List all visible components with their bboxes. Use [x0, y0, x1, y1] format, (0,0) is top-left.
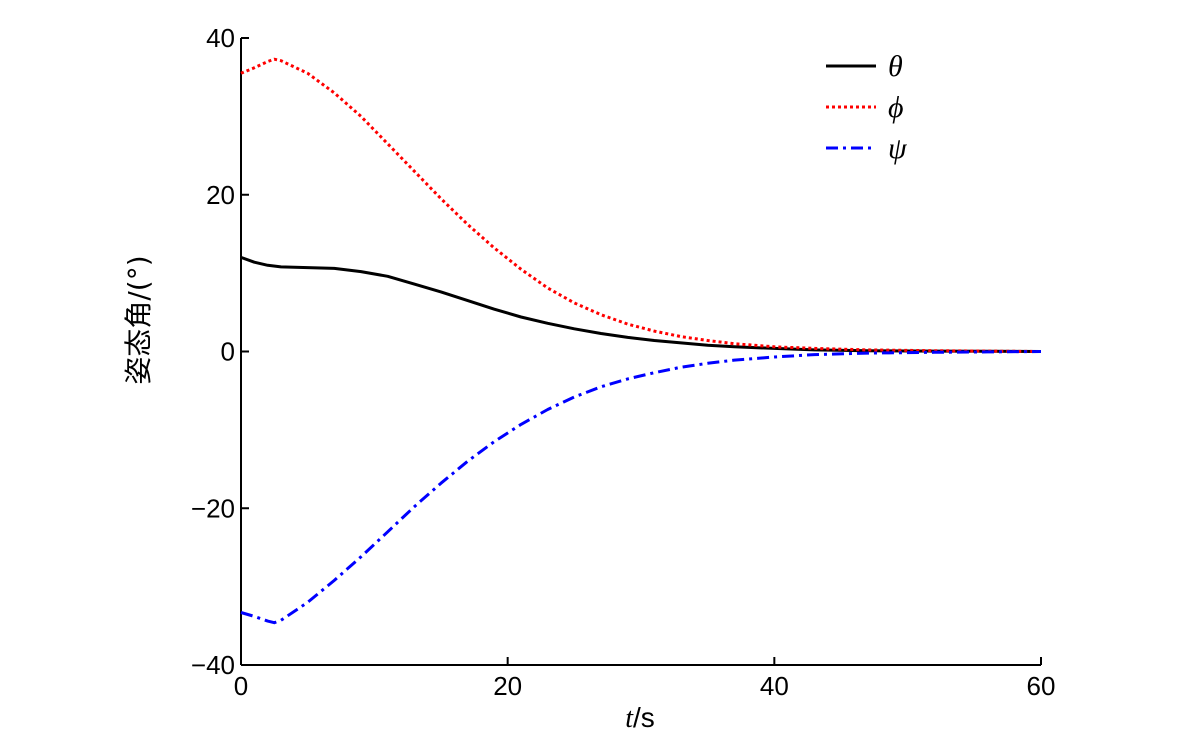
y-tick-label: −40	[191, 650, 235, 680]
x-tick-label: 40	[760, 671, 789, 701]
series-line-1	[240, 57, 1042, 353]
y-tick-label: 0	[221, 337, 235, 367]
series-line-0	[240, 255, 1042, 353]
x-axis-variable: t	[625, 703, 634, 734]
y-tick-label: −20	[191, 493, 235, 523]
axis-ticks: 0 20 40 60 −40 −20 0 20 40	[191, 23, 1056, 701]
legend-label-2: ψ	[888, 132, 908, 165]
y-tick-label: 20	[206, 180, 235, 210]
x-tick-label: 60	[1027, 671, 1056, 701]
legend: θϕψ	[826, 50, 908, 165]
legend-label-0: θ	[888, 50, 903, 83]
legend-label-1: ϕ	[888, 91, 904, 124]
series-layer	[240, 57, 1042, 625]
series-line-2	[240, 350, 1042, 625]
x-axis-unit: /s	[633, 702, 655, 733]
x-tick-label: 20	[493, 671, 522, 701]
y-axis-label: 姿态角/(°)	[122, 255, 155, 384]
y-tick-label: 40	[206, 23, 235, 53]
x-tick-label: 0	[234, 671, 248, 701]
x-axis-label: t/s	[625, 702, 655, 734]
